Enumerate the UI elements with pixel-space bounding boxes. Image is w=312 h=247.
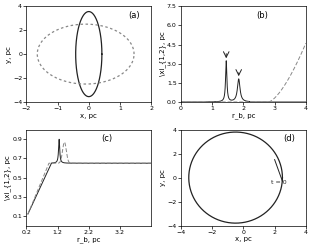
Text: (a): (a) (129, 11, 140, 20)
Text: (d): (d) (283, 134, 295, 144)
X-axis label: x, pc: x, pc (80, 113, 97, 119)
X-axis label: x, pc: x, pc (235, 236, 252, 242)
Y-axis label: y, pc: y, pc (160, 169, 166, 186)
Text: (b): (b) (256, 11, 268, 20)
Text: (c): (c) (101, 134, 112, 144)
Y-axis label: \xi_{1,2}, pc: \xi_{1,2}, pc (159, 32, 166, 77)
Y-axis label: \xi_{1,2}, pc: \xi_{1,2}, pc (4, 155, 11, 200)
Text: t = 0: t = 0 (271, 180, 287, 185)
X-axis label: r_b, pc: r_b, pc (77, 236, 100, 243)
Y-axis label: y, pc: y, pc (6, 46, 12, 62)
X-axis label: r_b, pc: r_b, pc (232, 113, 255, 119)
